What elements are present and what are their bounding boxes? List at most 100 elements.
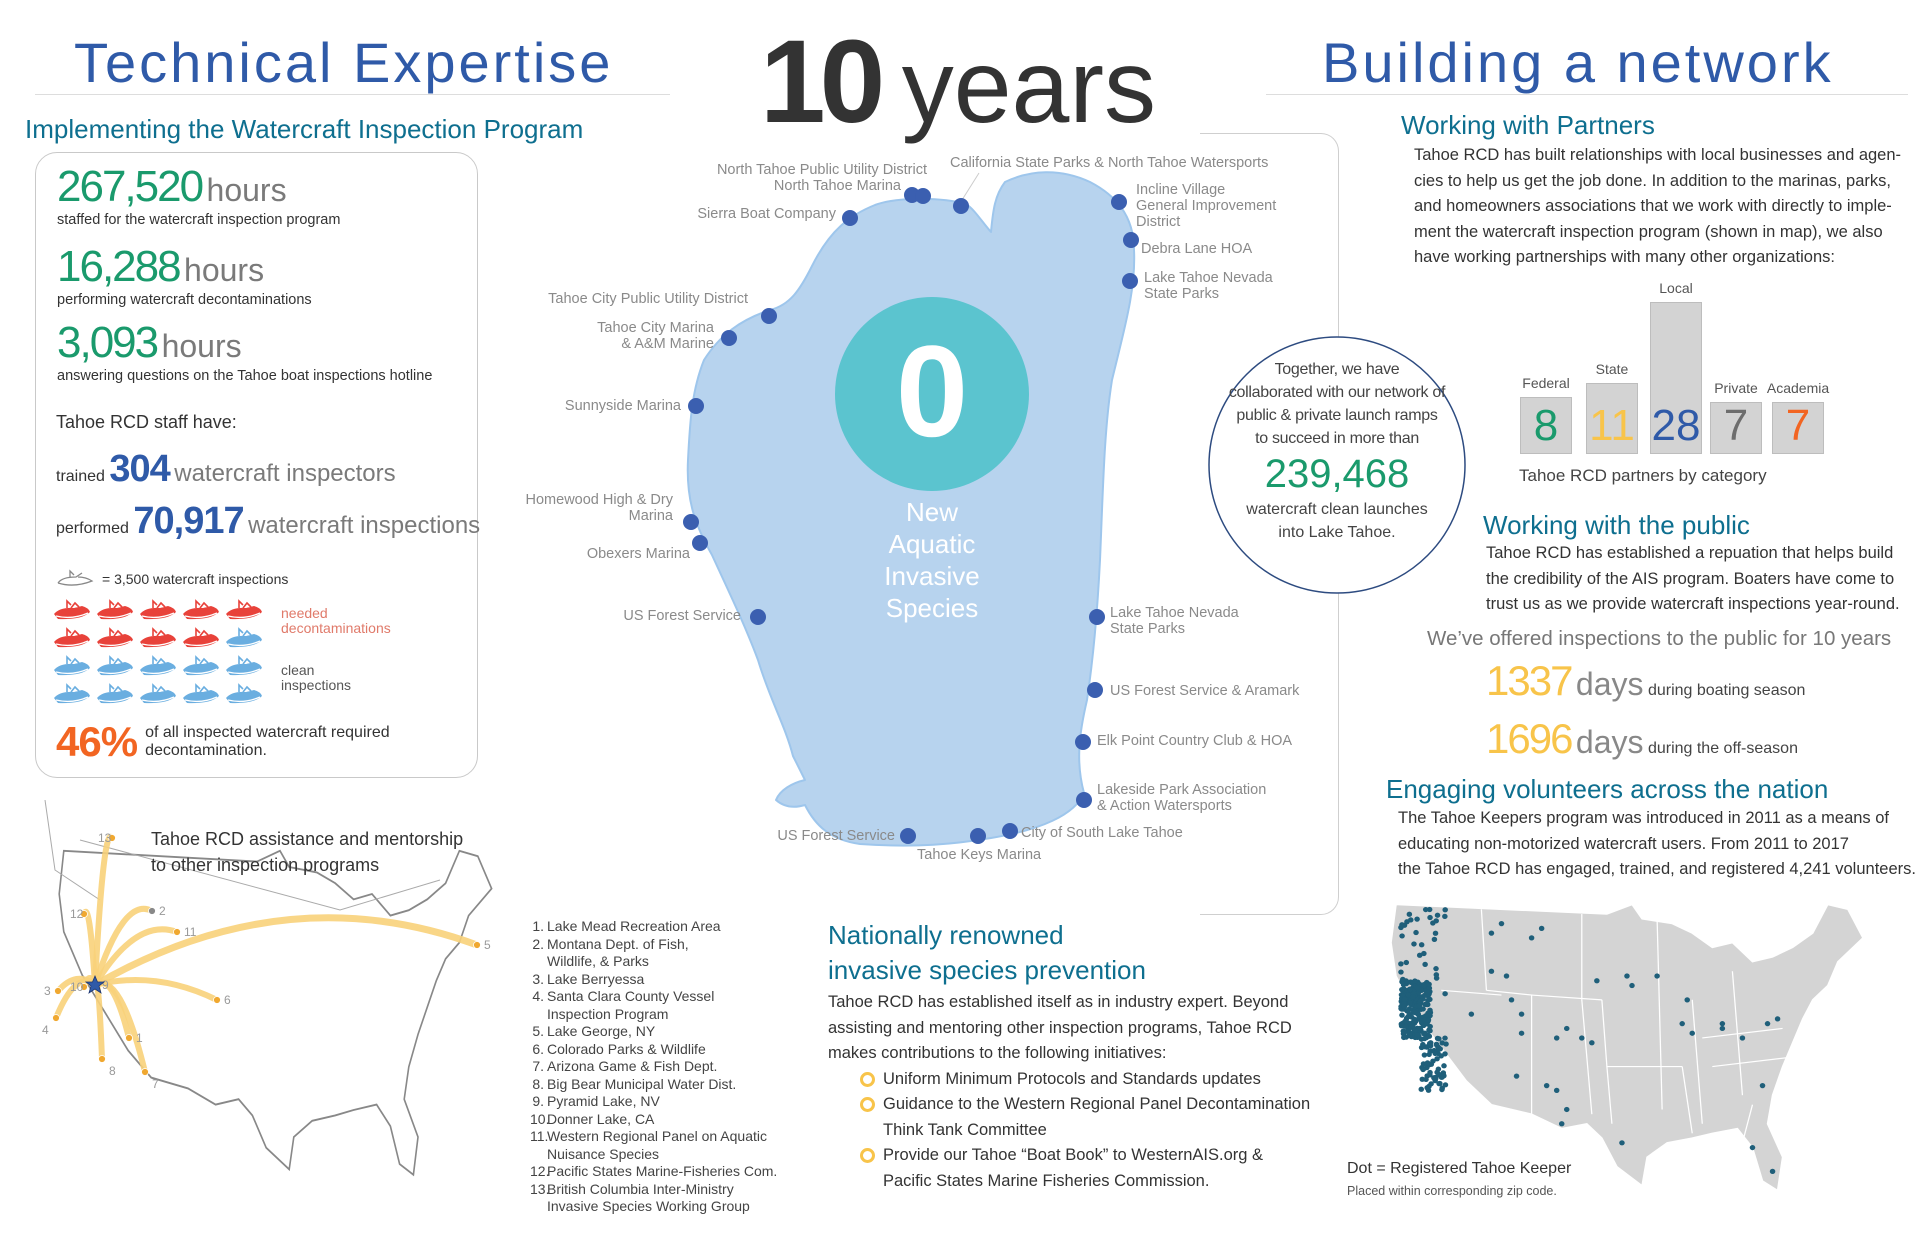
launches-outro: watercraft clean launches into Lake Taho… [1210,498,1464,544]
keeper-dot [1528,935,1535,941]
bar-value-label: 7 [1785,401,1811,450]
label-line: North Tahoe Marina [773,178,901,194]
trained-prefix: trained [56,468,105,485]
state-border [1712,1056,1793,1068]
label-line: clean [281,662,315,678]
program-list-item: 4. Santa Clara County Vessel Inspection Pr… [530,988,777,1023]
label-line: District [1136,214,1181,230]
volunteers-body: The Tahoe Keepers program was introduced… [1398,806,1916,883]
program-location-marker [148,907,156,915]
boat-needed-icon [140,627,176,648]
partner-location-label: Lake Tahoe Nevada State Parks [1110,605,1239,637]
program-location-marker [108,834,116,842]
program-number: 1. [532,918,544,934]
tahoe-keepers-us-map [1390,903,1864,1192]
program-name: Montana Dept. of Fish, [547,935,689,952]
program-marker-number: 9 [102,978,109,992]
days-unit: days [1575,666,1644,702]
state-border [1741,1104,1754,1143]
program-list-item: 7. Arizona Game & Fish Dept. [530,1058,777,1076]
keeper-dot [1416,952,1423,958]
bar-category-label: Federal [1522,375,1570,391]
keeper-dot [1594,978,1600,984]
keeper-dot [1414,916,1420,922]
launches-circle [1208,336,1466,594]
program-list-item: 10.Donner Lake, CA [530,1111,777,1129]
percent-text: of all inspected watercraft required dec… [145,724,390,760]
circle-bullet-icon [860,1148,875,1164]
canada-border [44,800,441,911]
program-name: Nuisance Species [547,1145,660,1162]
label-line: US Forest Service [623,608,741,624]
keeper-dot [1428,1081,1434,1087]
program-number: 8. [532,1075,544,1092]
partner-location-dot [1123,232,1139,248]
days-caption: during boating season [1647,682,1806,699]
label-line: Tahoe City Public Utility District [548,291,748,307]
partner-location-dot [1111,194,1127,210]
program-list-item: 3. Lake Berryessa [530,971,777,989]
off-season-days: 1696 days during the off-season [1486,715,1798,763]
stat-unit: hours [184,252,265,288]
partner-location-label: California State Parks & North Tahoe Wat… [950,155,1268,171]
state-border [1531,994,1602,1001]
partner-location-label: Lake Tahoe Nevada State Parks [1144,270,1273,302]
years-word: years [901,29,1157,145]
keeper-dot [1436,1036,1442,1042]
keeper-dot [1430,920,1436,926]
label-line: City of South Lake Tahoe [1021,825,1183,841]
program-list-item: 1. Lake Mead Recreation Area [530,918,777,936]
boat-needed-icon [183,627,219,648]
performed-prefix: performed [56,520,129,537]
partner-location-label: Tahoe Keys Marina [917,847,1041,863]
program-list-item: 5. Lake George, NY [530,1023,777,1041]
label-line: Obexers Marina [586,546,690,562]
program-list-item: 8. Big Bear Municipal Water Dist. [530,1076,777,1094]
needed-decontamination-label: needed decontaminations [281,606,391,636]
program-list-item: 2. Montana Dept. of Fish, Wildlife, & Park… [530,936,777,971]
keeper-dot [1436,1072,1443,1078]
state-border [1581,999,1593,1115]
keeper-dot [1543,1083,1550,1089]
keeper-dot [1416,1002,1423,1009]
program-name: Lake George, NY [547,1023,656,1039]
label-line: Marina [628,508,673,524]
stat-caption: performing watercraft decontaminations [57,292,312,308]
keeper-legend-note: Placed within corresponding zip code. [1347,1184,1557,1198]
program-marker-number: 5 [484,938,491,952]
keeper-dot [1508,997,1515,1003]
years-number: 10 [760,16,885,148]
boat-clean-icon [226,655,262,676]
partner-location-dot [1122,273,1138,289]
keeper-dot [1739,1035,1746,1041]
keeper-dot [1422,906,1429,913]
circle-bullet-icon [860,1071,875,1087]
initiatives-list: Uniform Minimum Protocols and Standards … [860,1067,1310,1195]
keeper-dot [1442,1035,1448,1041]
label-line: Sierra Boat Company [697,206,836,222]
mentorship-arc [92,905,155,988]
keeper-dot [1719,1025,1726,1032]
stat-unit: hours [161,328,242,364]
keeper-dot [1441,1063,1447,1069]
keeper-dot [1400,976,1406,982]
initiative-text: Provide our Tahoe “Boat Book” to Western… [883,1146,1264,1164]
program-name: Pyramid Lake, NV [547,1093,660,1109]
program-location-marker [141,1068,149,1076]
percent-line: of all inspected watercraft required [145,724,390,741]
keeper-dot [1629,982,1635,989]
partner-location-label: Tahoe City Public Utility District [548,291,748,307]
keeper-dot [1426,981,1432,987]
keeper-legend: Dot = Registered Tahoe Keeper [1347,1160,1572,1177]
keeper-dot [1684,997,1690,1003]
keeper-dot [1406,911,1413,917]
offered-years-text: We’ve offered inspections to the public … [1427,627,1892,650]
keeper-dot [1415,1011,1422,1018]
keeper-dot [1399,933,1405,939]
partner-location-dot [842,210,858,226]
keeper-dot [1422,961,1428,967]
keeper-dot [1498,920,1505,927]
stat-hours-hotline: 3,093 hours answering questions on the T… [57,318,432,384]
mentorship-caption: Tahoe RCD assistance and mentorship to o… [151,826,463,878]
keeper-dot [1538,925,1545,931]
